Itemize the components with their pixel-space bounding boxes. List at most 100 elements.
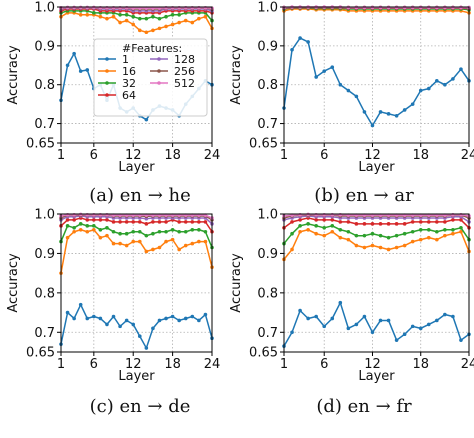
x-tick-label: 12 bbox=[125, 148, 142, 163]
y-axis-label: Accuracy bbox=[229, 253, 244, 313]
data-point-16 bbox=[314, 231, 318, 236]
data-point-64 bbox=[144, 222, 149, 226]
x-tick-label: 12 bbox=[364, 148, 381, 163]
data-point-32 bbox=[197, 227, 201, 232]
data-point-32 bbox=[72, 226, 76, 230]
legend-title: #Features: bbox=[122, 42, 182, 55]
data-point-1 bbox=[190, 314, 195, 319]
data-point-1 bbox=[330, 65, 335, 70]
legend-marker-128 bbox=[157, 57, 161, 61]
data-point-1 bbox=[65, 63, 70, 68]
data-point-1 bbox=[65, 310, 70, 315]
data-point-64 bbox=[298, 218, 302, 222]
data-point-16 bbox=[85, 12, 90, 17]
data-point-64 bbox=[197, 220, 201, 224]
data-point-32 bbox=[111, 229, 116, 234]
y-tick-label: 1.0 bbox=[257, 1, 278, 16]
data-point-32 bbox=[65, 224, 70, 228]
x-tick-label: 24 bbox=[461, 357, 474, 372]
data-point-1 bbox=[111, 314, 116, 319]
data-point-16 bbox=[111, 14, 116, 19]
data-point-32 bbox=[124, 231, 129, 236]
plot-area-d: 1 6 12 18 24 0.65 0.7 0.8 0.9 1.0 Layer Accuracy bbox=[229, 208, 474, 385]
data-point-64 bbox=[314, 218, 318, 222]
plot-area-b: 1 6 12 18 24 0.65 0.7 0.8 0.9 1.0 Layer Accuracy bbox=[229, 1, 474, 176]
data-point-16 bbox=[426, 235, 431, 240]
x-tick-label: 6 bbox=[90, 357, 98, 372]
data-point-64 bbox=[386, 222, 391, 226]
data-point-1 bbox=[435, 318, 439, 323]
data-point-16 bbox=[105, 233, 109, 238]
data-point-16 bbox=[164, 239, 168, 244]
data-point-1 bbox=[346, 88, 351, 93]
data-point-1 bbox=[370, 330, 375, 335]
data-point-32 bbox=[164, 14, 168, 19]
data-point-1 bbox=[298, 308, 302, 313]
x-tick-label: 24 bbox=[204, 148, 221, 163]
y-axis-label: Accuracy bbox=[6, 253, 21, 313]
data-point-32 bbox=[183, 229, 188, 234]
data-point-64 bbox=[410, 220, 415, 224]
data-point-16 bbox=[157, 245, 162, 250]
data-point-16 bbox=[394, 245, 399, 250]
legend-label-128: 128 bbox=[174, 53, 195, 66]
data-point-16 bbox=[170, 22, 175, 27]
x-tick-label: 24 bbox=[461, 148, 474, 163]
data-point-32 bbox=[410, 229, 415, 234]
data-point-16 bbox=[118, 241, 122, 246]
data-point-1 bbox=[386, 112, 391, 116]
data-point-1 bbox=[85, 316, 90, 321]
y-tick-label: 0.65 bbox=[26, 137, 55, 152]
data-point-16 bbox=[370, 243, 375, 248]
data-point-1 bbox=[410, 324, 415, 329]
data-point-32 bbox=[203, 229, 208, 234]
y-tick-label: 0.8 bbox=[34, 286, 55, 301]
data-point-1 bbox=[177, 318, 181, 323]
data-point-64 bbox=[459, 218, 463, 222]
data-point-32 bbox=[92, 11, 96, 15]
data-point-16 bbox=[197, 239, 201, 244]
data-point-16 bbox=[402, 243, 407, 248]
data-point-1 bbox=[451, 314, 455, 319]
data-point-16 bbox=[144, 30, 149, 35]
data-point-1 bbox=[92, 314, 96, 319]
panel-c: 1 6 12 18 24 0.65 0.7 0.8 0.9 1.0 Layer Accuracy (c… bbox=[6, 208, 220, 418]
data-point-64 bbox=[418, 220, 423, 224]
plot-area-c: 1 6 12 18 24 0.65 0.7 0.8 0.9 1.0 Layer Accuracy bbox=[6, 208, 220, 385]
data-point-32 bbox=[394, 233, 399, 238]
data-point-32 bbox=[418, 227, 423, 232]
data-point-1 bbox=[330, 316, 335, 321]
data-point-32 bbox=[290, 231, 294, 236]
data-point-16 bbox=[330, 229, 335, 234]
data-point-64 bbox=[378, 222, 383, 226]
data-point-1 bbox=[459, 338, 463, 342]
data-point-1 bbox=[290, 47, 294, 52]
legend-label-256: 256 bbox=[174, 65, 195, 78]
caption-a: (a) en → he bbox=[89, 185, 191, 206]
panel-d: 1 6 12 18 24 0.65 0.7 0.8 0.9 1.0 Layer Accuracy (d… bbox=[229, 208, 474, 418]
data-point-1 bbox=[137, 334, 142, 339]
y-tick-label: 0.7 bbox=[257, 326, 278, 341]
data-point-32 bbox=[98, 227, 103, 232]
legend-label-16: 16 bbox=[122, 65, 136, 78]
data-point-1 bbox=[151, 326, 155, 331]
data-point-1 bbox=[346, 326, 351, 331]
data-point-64 bbox=[354, 222, 359, 226]
data-point-32 bbox=[78, 222, 83, 226]
data-point-1 bbox=[386, 318, 391, 323]
data-point-32 bbox=[92, 224, 96, 228]
data-point-1 bbox=[72, 316, 76, 321]
data-point-1 bbox=[170, 314, 175, 319]
x-axis-label: Layer bbox=[358, 369, 395, 384]
y-tick-label: 0.8 bbox=[257, 78, 278, 93]
data-point-1 bbox=[418, 326, 423, 331]
data-point-1 bbox=[402, 108, 407, 112]
caption-b: (b) en → ar bbox=[314, 185, 414, 206]
legend-label-1: 1 bbox=[122, 53, 129, 66]
data-point-16 bbox=[418, 237, 423, 242]
data-point-1 bbox=[157, 318, 162, 323]
y-tick-label: 0.7 bbox=[34, 326, 55, 341]
x-tick-label: 6 bbox=[320, 148, 328, 163]
data-point-1 bbox=[144, 117, 149, 122]
data-point-16 bbox=[203, 14, 208, 19]
